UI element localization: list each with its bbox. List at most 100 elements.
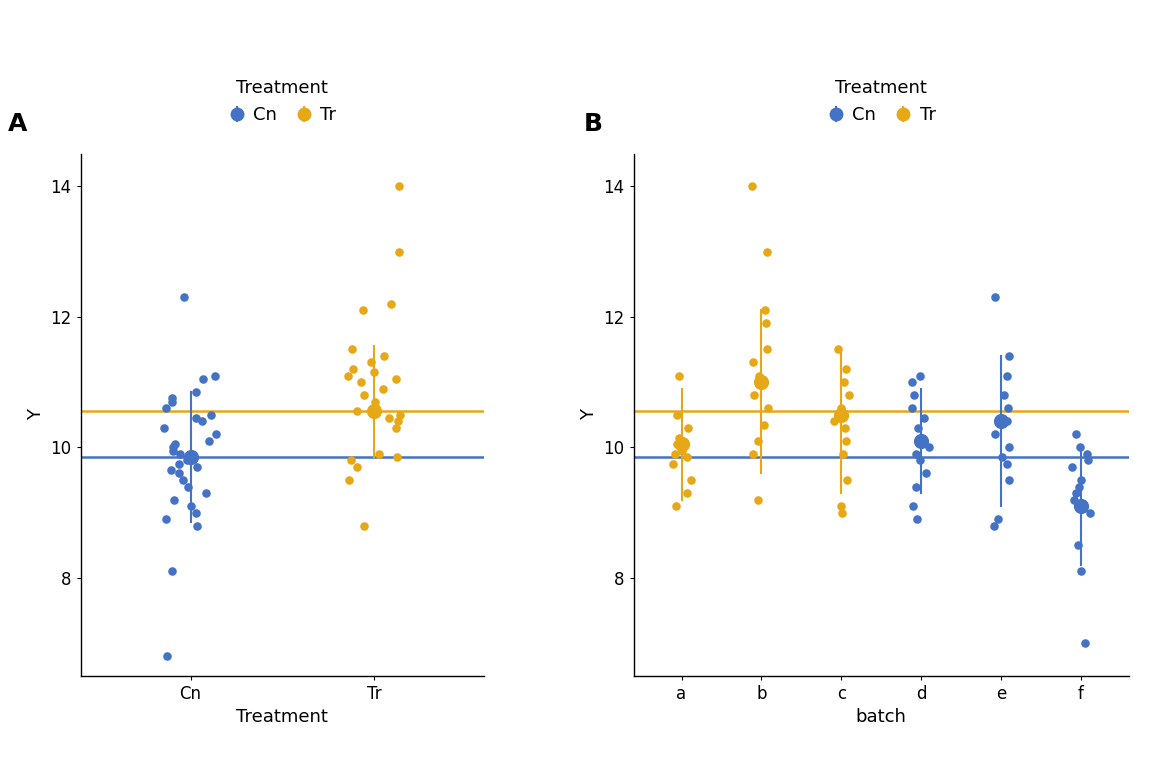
Point xyxy=(1069,500,1087,512)
Point xyxy=(1000,474,1018,486)
Point xyxy=(1081,507,1099,519)
Point xyxy=(992,415,1010,427)
Point xyxy=(673,438,691,450)
Y-axis label: Y: Y xyxy=(579,409,598,420)
Point xyxy=(670,369,689,382)
Point xyxy=(344,363,363,376)
Point xyxy=(669,432,688,444)
Point xyxy=(370,448,388,460)
Point xyxy=(1076,637,1094,650)
Point xyxy=(910,369,929,382)
Point xyxy=(188,519,206,531)
Point xyxy=(156,422,174,434)
Point xyxy=(833,507,851,519)
Point xyxy=(908,513,926,525)
Point xyxy=(162,396,181,408)
Point xyxy=(838,474,856,486)
Point xyxy=(998,458,1016,470)
Point xyxy=(679,422,697,434)
Point xyxy=(915,412,933,424)
Point xyxy=(207,429,226,441)
Point xyxy=(679,451,697,463)
Point xyxy=(1078,454,1097,466)
Point xyxy=(903,402,922,414)
Point xyxy=(744,356,763,369)
Point xyxy=(1000,349,1018,362)
Point xyxy=(157,402,175,414)
Text: B: B xyxy=(584,112,602,136)
Point xyxy=(164,565,182,578)
Point xyxy=(177,454,196,466)
Point xyxy=(985,519,1003,531)
Point xyxy=(910,454,929,466)
Point xyxy=(666,448,684,460)
Point xyxy=(832,409,850,421)
Point xyxy=(158,650,176,662)
Point xyxy=(836,422,855,434)
Point xyxy=(381,297,400,310)
Point xyxy=(199,435,218,447)
Point xyxy=(1067,487,1085,499)
Point xyxy=(828,343,847,356)
Point xyxy=(838,435,856,447)
Point xyxy=(365,406,384,418)
Point xyxy=(757,343,775,356)
Point xyxy=(912,435,931,447)
Point xyxy=(840,389,858,401)
Point xyxy=(988,513,1007,525)
Point xyxy=(908,448,926,460)
Point xyxy=(339,369,357,382)
Point xyxy=(750,369,768,382)
Point xyxy=(162,392,181,405)
Point xyxy=(183,451,202,463)
Point xyxy=(903,376,922,388)
Point xyxy=(187,386,205,398)
Point xyxy=(832,402,850,414)
Point xyxy=(182,500,200,512)
Point xyxy=(744,448,763,460)
Point xyxy=(985,291,1003,303)
Point xyxy=(388,451,407,463)
Point xyxy=(749,435,767,447)
X-axis label: Treatment: Treatment xyxy=(236,708,328,727)
Point xyxy=(362,356,380,369)
Point xyxy=(195,372,213,385)
Legend: Cn, Tr: Cn, Tr xyxy=(827,79,935,124)
Point xyxy=(668,409,687,421)
Point xyxy=(749,493,767,505)
Point xyxy=(174,474,192,486)
Point xyxy=(825,415,843,427)
Point xyxy=(673,445,691,457)
Point xyxy=(757,317,775,329)
Point xyxy=(166,438,184,450)
Point xyxy=(386,422,404,434)
Point xyxy=(374,349,393,362)
Point xyxy=(366,396,385,408)
X-axis label: batch: batch xyxy=(856,708,907,727)
Point xyxy=(999,402,1017,414)
Point xyxy=(682,474,700,486)
Point xyxy=(187,412,205,424)
Point xyxy=(380,412,399,424)
Point xyxy=(755,419,773,431)
Point xyxy=(170,448,189,460)
Point xyxy=(342,454,361,466)
Point xyxy=(832,500,850,512)
Point xyxy=(202,409,220,421)
Point xyxy=(835,376,854,388)
Point xyxy=(752,376,771,388)
Point xyxy=(391,245,409,257)
Point xyxy=(756,304,774,316)
Point xyxy=(1067,429,1085,441)
Point xyxy=(909,422,927,434)
Legend: Cn, Tr: Cn, Tr xyxy=(228,79,336,124)
Point xyxy=(1071,500,1090,512)
Point xyxy=(986,429,1005,441)
Point xyxy=(391,409,409,421)
Point xyxy=(342,343,361,356)
Point xyxy=(998,369,1016,382)
Point xyxy=(1062,461,1081,473)
Point xyxy=(170,467,189,479)
Point xyxy=(340,474,358,486)
Point xyxy=(373,382,392,395)
